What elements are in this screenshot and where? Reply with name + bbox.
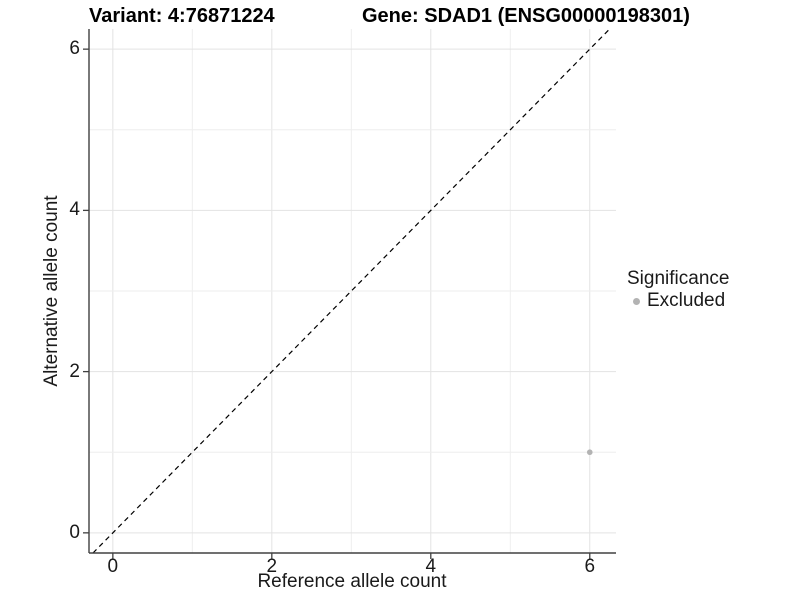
- x-tick-label: 6: [584, 556, 596, 577]
- scatter-point-excluded: [586, 449, 593, 456]
- legend: Significance Excluded: [627, 268, 729, 312]
- y-tick-label: 4: [69, 199, 80, 221]
- y-tick-label: 2: [69, 360, 80, 382]
- x-axis-title: Reference allele count: [257, 571, 447, 592]
- y-tick-label: 0: [69, 521, 80, 543]
- plot-title-variant: Variant: 4:76871224: [89, 5, 275, 27]
- x-tick-label: 0: [107, 556, 119, 577]
- legend-title: Significance: [627, 268, 730, 289]
- y-tick-label: 6: [69, 38, 80, 60]
- identity-reference-line: [92, 28, 611, 554]
- legend-item-excluded: Excluded: [627, 290, 729, 312]
- legend-key-dot-icon: [633, 297, 640, 305]
- plot-title-gene: Gene: SDAD1 (ENSG00000198301): [362, 5, 690, 27]
- legend-item-label: Excluded: [647, 290, 726, 311]
- x-tick-label: 2: [266, 556, 278, 577]
- y-axis-title: Alternative allele count: [41, 195, 62, 387]
- x-tick-label: 4: [425, 556, 437, 577]
